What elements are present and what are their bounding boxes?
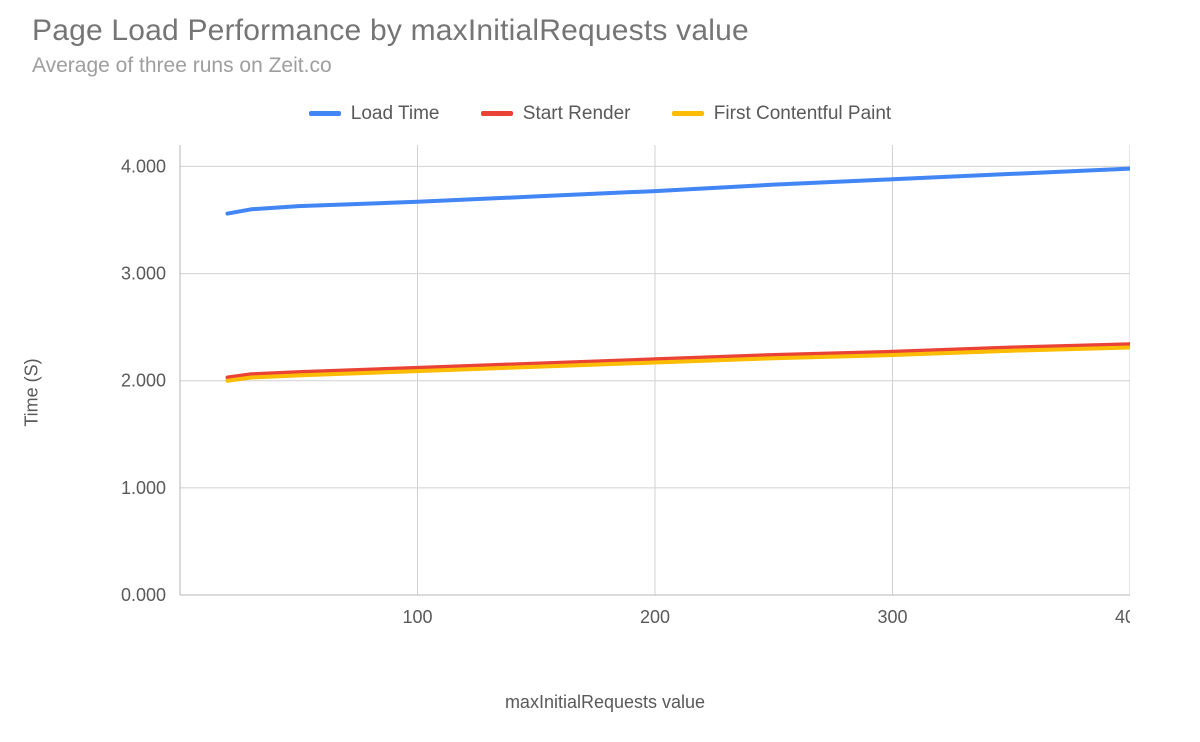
legend-item-first-contentful-paint: First Contentful Paint <box>672 103 891 125</box>
legend-swatch <box>309 111 341 116</box>
chart-plot: 0.000 1.000 2.000 3.000 4.000 100 200 300 400 <box>80 145 1130 640</box>
x-tick-label: 100 <box>402 607 432 627</box>
legend-label: First Contentful Paint <box>714 103 891 125</box>
y-tick-label: 0.000 <box>121 585 166 605</box>
legend-item-load-time: Load Time <box>309 103 440 125</box>
legend-swatch <box>672 111 704 116</box>
y-tick-label: 1.000 <box>121 478 166 498</box>
chart-subtitle: Average of three runs on Zeit.co <box>32 54 332 78</box>
x-tick-label: 200 <box>640 607 670 627</box>
chart-container: Page Load Performance by maxInitialReque… <box>0 0 1200 742</box>
x-tick-label: 300 <box>877 607 907 627</box>
y-axis-title: Time (S) <box>22 145 42 640</box>
y-tick-label: 4.000 <box>121 156 166 176</box>
x-axis-title: maxInitialRequests value <box>80 692 1130 713</box>
legend-item-start-render: Start Render <box>481 103 631 125</box>
x-tick-label: 400 <box>1115 607 1130 627</box>
legend-swatch <box>481 111 513 116</box>
legend-label: Load Time <box>351 103 440 125</box>
series-line <box>228 348 1131 381</box>
chart-title: Page Load Performance by maxInitialReque… <box>32 14 749 48</box>
series-line <box>228 169 1131 214</box>
legend-label: Start Render <box>523 103 631 125</box>
y-tick-label: 2.000 <box>121 371 166 391</box>
y-tick-label: 3.000 <box>121 264 166 284</box>
chart-legend: Load Time Start Render First Contentful … <box>0 100 1200 125</box>
